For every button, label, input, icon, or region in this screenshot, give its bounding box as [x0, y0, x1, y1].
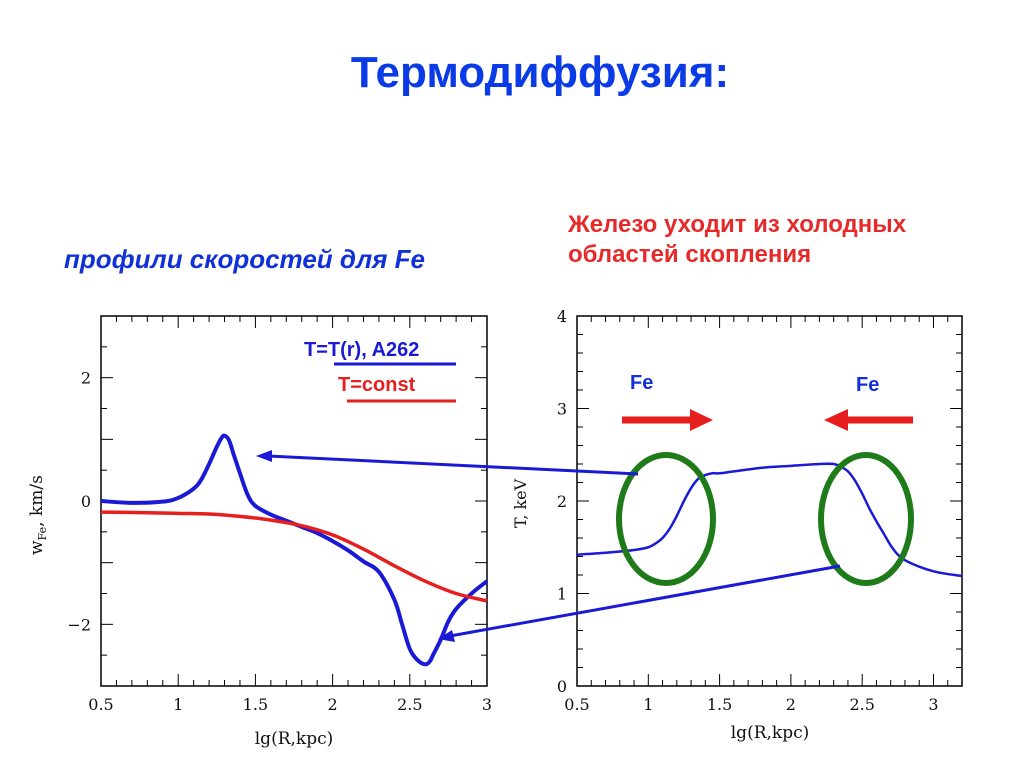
right-caption-line1: Железо уходит из холодных	[568, 211, 907, 238]
velocity-chart: 0.5 1 1.5 2 2.5 3 −2 0 2 lg(R,kpc) wFe, km/s T=T…	[27, 315, 492, 749]
temperature-x-tick-label: 1.5	[707, 695, 732, 714]
temperature-y-tick-label: 3	[557, 400, 567, 419]
right-chart-caption: Железо уходит из холодных областей скопл…	[568, 210, 988, 270]
temperature-x-tick-label: 1	[643, 695, 653, 714]
ylabel-main: w	[27, 540, 47, 555]
temperature-x-tick-label: 2.5	[849, 695, 874, 714]
temperature-y-tick-label: 4	[557, 307, 567, 326]
red-arrow-right	[622, 409, 713, 431]
velocity-x-tick-label: 1	[173, 695, 183, 714]
right-caption-line2: областей скопления	[568, 241, 812, 268]
temperature-chart-ylabel: T, keV	[511, 478, 530, 528]
connector-arrow-peak	[256, 450, 639, 476]
velocity-x-tick-label: 0.5	[88, 695, 113, 714]
left-chart-caption: профили скоростей для Fe	[64, 244, 426, 274]
velocity-y-tick-label: −2	[67, 615, 91, 634]
temperature-x-tick-label: 3	[928, 695, 938, 714]
fe-label-right: Fe	[856, 374, 879, 396]
temperature-y-tick-label: 1	[557, 585, 567, 604]
temperature-y-tick-label: 0	[557, 677, 567, 696]
highlight-ellipse-right	[818, 452, 914, 586]
velocity-x-tick-label: 2.5	[397, 695, 422, 714]
temperature-chart-series	[576, 462, 963, 578]
velocity-series-line-0	[100, 433, 489, 667]
legend-label-ttr: T=T(r), A262	[304, 339, 419, 361]
velocity-chart-ticks	[100, 315, 488, 687]
legend-label-tconst: T=const	[338, 374, 416, 396]
temperature-series-line-0	[576, 462, 963, 578]
temperature-chart-tick-labels: 0.5 1 1.5 2 2.5 3 0 1 2 3 4	[557, 307, 939, 714]
ylabel-sub: Fe	[36, 527, 49, 541]
red-arrow-left	[824, 409, 913, 431]
velocity-x-tick-label: 1.5	[243, 695, 268, 714]
velocity-chart-ylabel: wFe, km/s	[27, 475, 49, 555]
temperature-x-tick-label: 0.5	[564, 695, 589, 714]
velocity-x-tick-label: 2	[328, 695, 338, 714]
temperature-chart: 0.5 1 1.5 2 2.5 3 0 1 2 3 4 lg(R,kpc) T, keV Fe Fe	[511, 307, 963, 743]
temperature-x-tick-label: 2	[786, 695, 796, 714]
temperature-y-tick-label: 2	[557, 492, 567, 511]
ylabel-rest: , km/s	[27, 475, 47, 527]
velocity-x-tick-label: 3	[482, 695, 492, 714]
temperature-chart-ticks	[576, 315, 963, 687]
highlight-ellipse-left	[616, 452, 716, 586]
slide-title: Термодиффузия:	[350, 48, 730, 97]
velocity-y-tick-label: 2	[81, 369, 91, 388]
fe-label-left: Fe	[630, 372, 653, 394]
velocity-chart-tick-labels: 0.5 1 1.5 2 2.5 3 −2 0 2	[67, 369, 492, 714]
velocity-chart-xlabel: lg(R,kpc)	[255, 729, 334, 749]
velocity-chart-series	[100, 433, 489, 667]
velocity-series-line-1	[100, 510, 488, 603]
temperature-chart-xlabel: lg(R,kpc)	[731, 723, 810, 743]
velocity-y-tick-label: 0	[81, 492, 91, 511]
connector-arrow-trough	[438, 564, 841, 642]
